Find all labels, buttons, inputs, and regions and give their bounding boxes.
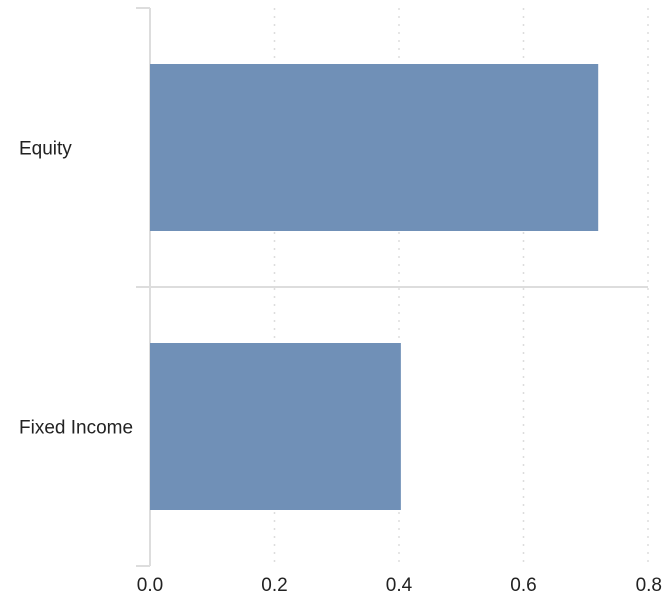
bar-equity: [150, 64, 599, 231]
x-tick-label-0.2: 0.2: [261, 575, 287, 596]
category-label-equity: Equity: [19, 139, 72, 160]
x-tick-label-0.0: 0.0: [137, 575, 163, 596]
bars: [150, 64, 599, 510]
category-labels: Equity Fixed Income: [19, 139, 133, 439]
x-tick-labels: 0.0 0.2 0.4 0.6 0.8: [137, 575, 662, 596]
x-tick-label-0.4: 0.4: [386, 575, 413, 596]
x-tick-label-0.8: 0.8: [636, 575, 662, 596]
bar-fixed-income: [150, 343, 401, 510]
category-label-fixed-income: Fixed Income: [19, 418, 133, 439]
x-tick-label-0.6: 0.6: [510, 575, 536, 596]
